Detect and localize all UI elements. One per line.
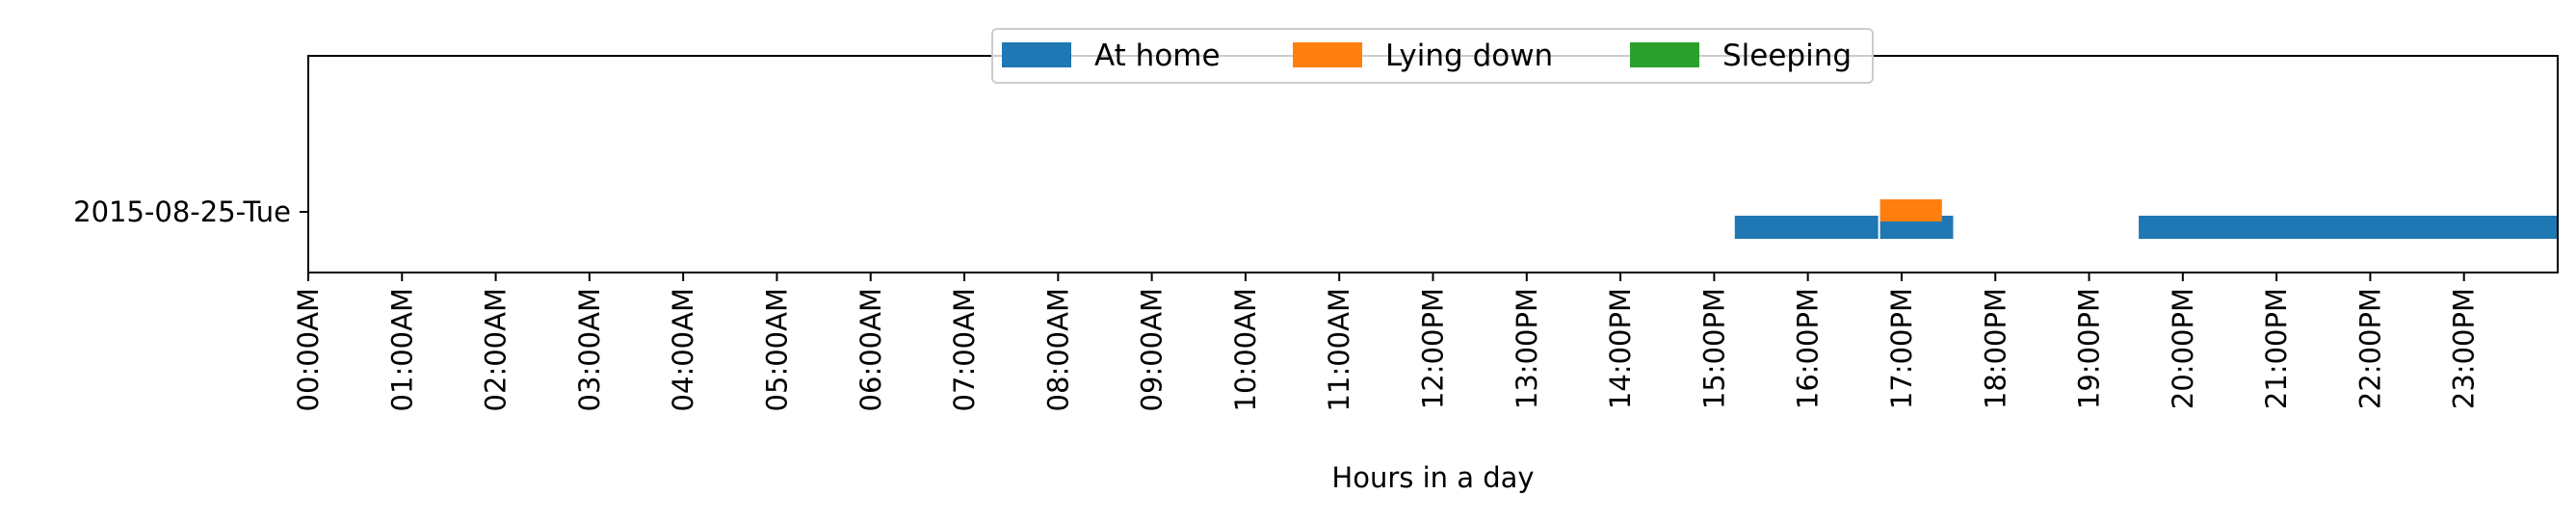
legend-swatch [1293, 42, 1362, 67]
y-axis: 2015-08-25-Tue [73, 195, 308, 228]
x-tick-label: 04:00AM [667, 288, 699, 411]
x-tick-label: 17:00PM [1885, 288, 1918, 409]
legend-label: Lying down [1385, 39, 1553, 73]
x-tick-label: 06:00AM [854, 288, 887, 411]
bar-lying-down [1879, 199, 1942, 221]
x-tick-label: 22:00PM [2353, 288, 2386, 409]
x-tick-label: 12:00PM [1417, 288, 1450, 409]
x-axis-label: Hours in a day [1331, 461, 1534, 494]
x-axis: 00:00AM 01:00AM 02:00AM 03:00AM 04:00AM 05:00… [292, 273, 2481, 411]
x-tick-label: 21:00PM [2260, 288, 2293, 409]
legend-swatch [1630, 42, 1699, 67]
x-tick-label: 11:00AM [1323, 288, 1355, 411]
x-tick-label: 14:00PM [1604, 288, 1637, 409]
x-tick-label: 08:00AM [1041, 288, 1074, 411]
x-tick-label: 00:00AM [292, 288, 325, 411]
plot-frame [307, 55, 2559, 273]
legend-swatch [1002, 42, 1071, 67]
x-tick-label: 13:00PM [1511, 288, 1543, 409]
x-tick-label: 15:00PM [1697, 288, 1730, 409]
y-tick-label: 2015-08-25-Tue [73, 195, 291, 228]
legend-label: At home [1094, 39, 1221, 73]
x-tick-label: 07:00AM [948, 288, 981, 411]
x-tick-label: 09:00AM [1136, 288, 1169, 411]
x-tick-label: 05:00AM [760, 288, 793, 411]
bar-at-home [2139, 216, 2558, 239]
bars-layer [1734, 199, 2558, 239]
legend-label: Sleeping [1722, 39, 1852, 73]
x-tick-label: 01:00AM [385, 288, 418, 411]
legend: At home Lying down Sleeping [991, 28, 1874, 84]
bar-at-home [1734, 216, 1879, 239]
x-tick-label: 20:00PM [2167, 288, 2199, 409]
x-tick-label: 16:00PM [1792, 288, 1825, 409]
x-tick-label: 23:00PM [2448, 288, 2481, 409]
x-tick-label: 10:00AM [1229, 288, 1262, 411]
x-tick-label: 02:00AM [480, 288, 513, 411]
x-tick-label: 18:00PM [1979, 288, 2011, 409]
x-tick-label: 19:00PM [2073, 288, 2106, 409]
x-tick-label: 03:00AM [573, 288, 606, 411]
